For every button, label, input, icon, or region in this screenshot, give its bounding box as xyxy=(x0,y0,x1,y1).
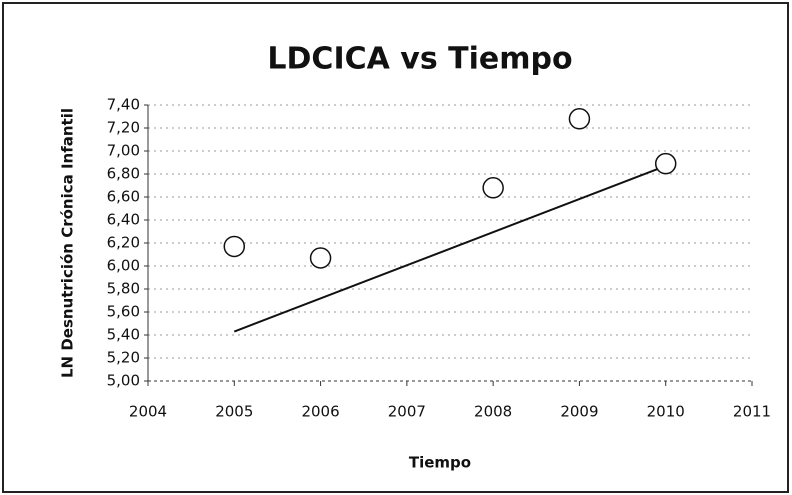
y-tick-label: 6,60 xyxy=(107,188,140,206)
x-tick-label: 2007 xyxy=(388,403,426,421)
y-tick-label: 7,00 xyxy=(107,142,140,160)
x-tick-label: 2010 xyxy=(647,403,685,421)
x-tick-label: 2008 xyxy=(474,403,512,421)
y-axis-label: LN Desnutrición Crónica Infantil xyxy=(59,108,77,378)
y-tick-label: 6,80 xyxy=(107,165,140,183)
y-tick-label: 5,40 xyxy=(107,326,140,344)
x-tick-label: 2006 xyxy=(301,403,339,421)
x-tick-label: 2009 xyxy=(560,403,598,421)
x-axis-label: Tiempo xyxy=(409,454,471,472)
x-tick-label: 2004 xyxy=(129,403,167,421)
y-tick-label: 7,40 xyxy=(107,96,140,114)
data-point xyxy=(223,235,246,258)
y-tick-label: 5,20 xyxy=(107,349,140,367)
data-point xyxy=(309,247,332,269)
y-tick-label: 7,20 xyxy=(107,119,140,137)
x-tick-label: 2011 xyxy=(733,403,771,421)
trendline xyxy=(233,165,667,333)
x-tick-label: 2005 xyxy=(215,403,253,421)
chart-title: LDCICA vs Tiempo xyxy=(267,42,572,77)
data-point xyxy=(568,108,591,130)
data-point xyxy=(482,177,504,199)
y-tick-label: 5,00 xyxy=(107,372,140,390)
y-tick-label: 5,60 xyxy=(107,303,140,321)
y-tick-label: 6,20 xyxy=(107,234,140,252)
y-tick-label: 6,00 xyxy=(107,257,140,275)
data-point xyxy=(654,152,677,175)
y-tick-label: 6,40 xyxy=(107,211,140,229)
y-tick-label: 5,80 xyxy=(107,280,140,298)
